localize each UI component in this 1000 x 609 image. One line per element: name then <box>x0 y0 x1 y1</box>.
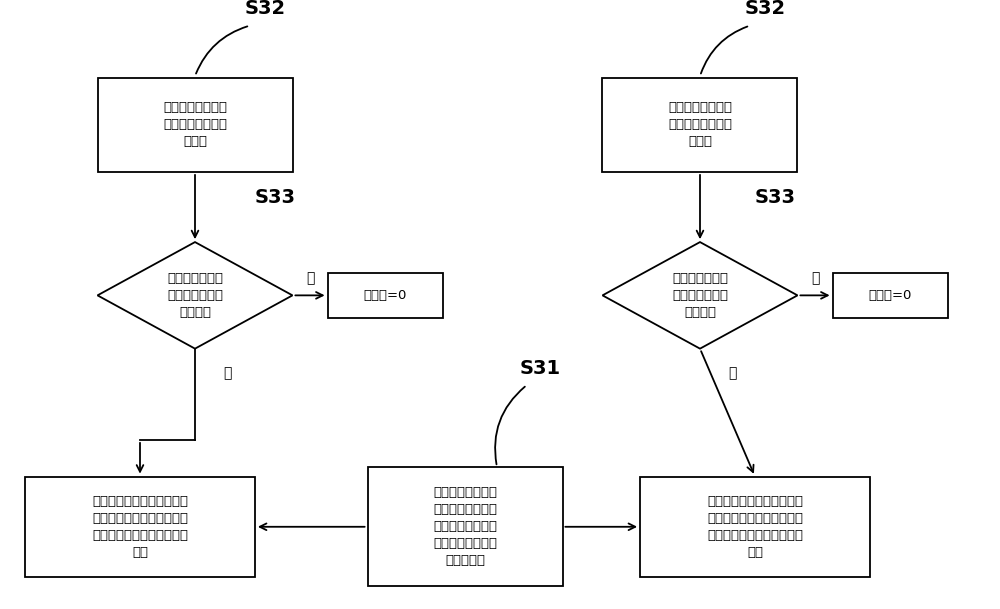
Text: S32: S32 <box>744 0 786 18</box>
Text: 半结合点与所述
积分值的差值大
于上限值: 半结合点与所述 积分值的差值大 于上限值 <box>167 272 223 319</box>
Bar <box>602 77 797 172</box>
Text: S33: S33 <box>755 188 796 207</box>
Text: 否: 否 <box>811 272 819 285</box>
Bar <box>328 273 442 318</box>
Bar <box>832 273 948 318</box>
Text: 否: 否 <box>306 272 314 285</box>
Text: 半结合点与所述
积分值的差值小
于下限值: 半结合点与所述 积分值的差值小 于下限值 <box>672 272 728 319</box>
Text: 调整值=0: 调整值=0 <box>868 289 912 302</box>
Polygon shape <box>98 242 292 348</box>
Text: 根据所述积分值与充油补偿
值的修正参数之间的关系，
获取上限充油补偿值的修正
参数: 根据所述积分值与充油补偿 值的修正参数之间的关系， 获取上限充油补偿值的修正 参… <box>92 495 188 559</box>
Text: 根据所述积分值与充油补偿
值的修正参数之间的关系，
获取下限充油补偿值的修正
参数: 根据所述积分值与充油补偿 值的修正参数之间的关系， 获取下限充油补偿值的修正 参… <box>707 495 803 559</box>
Text: S32: S32 <box>244 0 286 18</box>
Bar <box>368 468 562 586</box>
Bar <box>640 476 870 577</box>
Bar <box>98 77 292 172</box>
Text: 计算所述调整时长
和所述积分控制时
长内，半结合点与
离合器实际压力之
差的积分值: 计算所述调整时长 和所述积分控制时 长内，半结合点与 离合器实际压力之 差的积分… <box>433 486 497 568</box>
Text: 调整值=0: 调整值=0 <box>363 289 407 302</box>
Text: 是: 是 <box>223 366 231 380</box>
Text: 确定半结合点与所
述积分值的差值的
上限值: 确定半结合点与所 述积分值的差值的 上限值 <box>163 101 227 149</box>
Text: S33: S33 <box>254 188 296 207</box>
Text: S31: S31 <box>519 359 561 378</box>
Polygon shape <box>602 242 798 348</box>
Text: 是: 是 <box>728 366 736 380</box>
Bar <box>25 476 255 577</box>
Text: 确定半结合点与所
述积分值的差值的
下限值: 确定半结合点与所 述积分值的差值的 下限值 <box>668 101 732 149</box>
